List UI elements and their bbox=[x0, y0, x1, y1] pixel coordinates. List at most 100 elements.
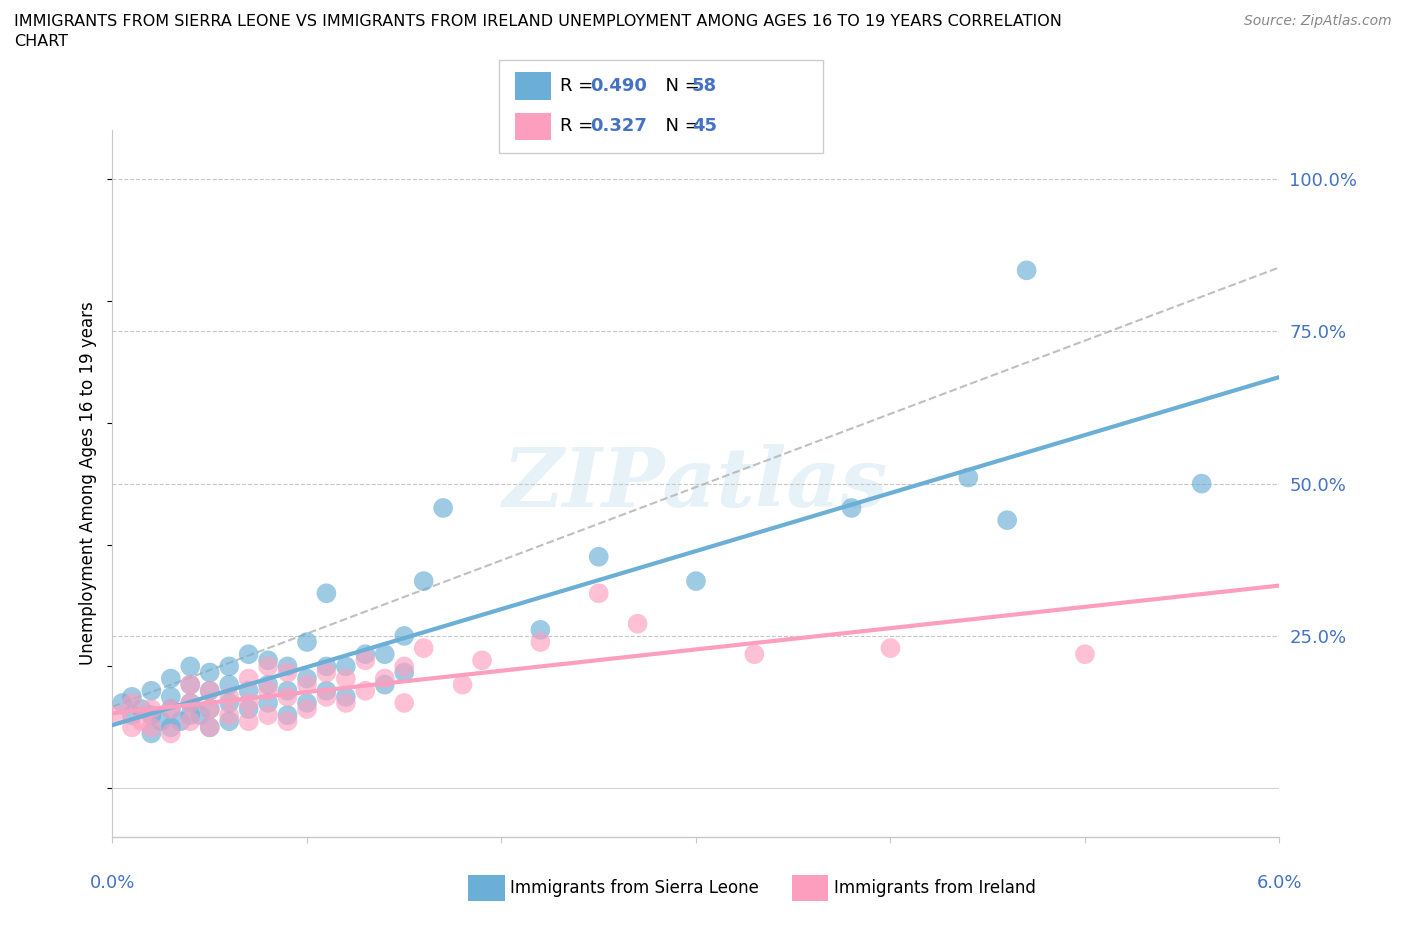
Point bbox=[218, 696, 240, 711]
Point bbox=[354, 646, 377, 661]
Point bbox=[121, 720, 143, 735]
Point bbox=[198, 701, 221, 716]
Point bbox=[218, 659, 240, 674]
Point bbox=[295, 677, 318, 692]
Point bbox=[160, 720, 183, 735]
Point bbox=[392, 696, 416, 711]
Point bbox=[1074, 646, 1097, 661]
Point bbox=[879, 641, 901, 656]
Point bbox=[354, 684, 377, 698]
Point bbox=[238, 696, 260, 711]
Text: 0.490: 0.490 bbox=[591, 76, 647, 95]
Point bbox=[218, 677, 240, 692]
Point bbox=[121, 689, 143, 704]
Point bbox=[179, 677, 201, 692]
Point bbox=[218, 708, 240, 723]
Point bbox=[238, 684, 260, 698]
Point bbox=[257, 653, 280, 668]
Point bbox=[432, 500, 454, 515]
Point bbox=[529, 622, 551, 637]
Text: 45: 45 bbox=[692, 117, 717, 136]
Text: ZIPatlas: ZIPatlas bbox=[503, 444, 889, 524]
Point bbox=[295, 634, 318, 649]
Point bbox=[160, 701, 183, 716]
Point bbox=[257, 659, 280, 674]
Point bbox=[238, 714, 260, 729]
Point bbox=[315, 665, 337, 680]
Point bbox=[276, 689, 298, 704]
Point bbox=[198, 701, 221, 716]
Point bbox=[188, 708, 211, 723]
Point bbox=[107, 708, 129, 723]
Point bbox=[315, 659, 337, 674]
Point bbox=[588, 550, 610, 565]
Point bbox=[276, 708, 298, 723]
Text: 0.327: 0.327 bbox=[591, 117, 647, 136]
Point bbox=[374, 677, 396, 692]
Y-axis label: Unemployment Among Ages 16 to 19 years: Unemployment Among Ages 16 to 19 years bbox=[79, 301, 97, 666]
Point bbox=[627, 617, 650, 631]
Point bbox=[238, 671, 260, 686]
Text: Source: ZipAtlas.com: Source: ZipAtlas.com bbox=[1244, 14, 1392, 28]
Point bbox=[392, 665, 416, 680]
Text: Immigrants from Ireland: Immigrants from Ireland bbox=[834, 879, 1036, 897]
Text: N =: N = bbox=[654, 117, 706, 136]
Text: R =: R = bbox=[560, 117, 599, 136]
Point bbox=[335, 696, 357, 711]
Point bbox=[198, 665, 221, 680]
Point bbox=[1191, 476, 1213, 491]
Text: R =: R = bbox=[560, 76, 599, 95]
Point bbox=[1015, 263, 1038, 278]
Point bbox=[111, 696, 134, 711]
Point bbox=[179, 696, 201, 711]
Point bbox=[198, 684, 221, 698]
Point bbox=[238, 646, 260, 661]
Point bbox=[276, 665, 298, 680]
Point bbox=[471, 653, 494, 668]
Point bbox=[257, 684, 280, 698]
Point bbox=[141, 726, 163, 741]
Point bbox=[742, 646, 765, 661]
Point bbox=[335, 689, 357, 704]
Text: IMMIGRANTS FROM SIERRA LEONE VS IMMIGRANTS FROM IRELAND UNEMPLOYMENT AMONG AGES : IMMIGRANTS FROM SIERRA LEONE VS IMMIGRAN… bbox=[14, 14, 1062, 29]
Text: Immigrants from Sierra Leone: Immigrants from Sierra Leone bbox=[510, 879, 759, 897]
Point bbox=[841, 500, 863, 515]
Point bbox=[529, 634, 551, 649]
Text: CHART: CHART bbox=[14, 34, 67, 49]
Point bbox=[588, 586, 610, 601]
Point bbox=[257, 677, 280, 692]
Point bbox=[335, 671, 357, 686]
Point bbox=[179, 708, 201, 723]
Point bbox=[198, 720, 221, 735]
Point bbox=[160, 689, 183, 704]
Point bbox=[685, 574, 707, 589]
Point bbox=[412, 641, 434, 656]
Point bbox=[131, 714, 153, 729]
Point bbox=[160, 701, 183, 716]
Point bbox=[276, 659, 298, 674]
Point bbox=[374, 671, 396, 686]
Text: N =: N = bbox=[654, 76, 706, 95]
Point bbox=[315, 684, 337, 698]
Text: 6.0%: 6.0% bbox=[1257, 874, 1302, 892]
Point bbox=[451, 677, 474, 692]
Point bbox=[412, 574, 434, 589]
Text: 0.0%: 0.0% bbox=[90, 874, 135, 892]
Point bbox=[179, 659, 201, 674]
Point bbox=[141, 708, 163, 723]
Point bbox=[150, 714, 173, 729]
Point bbox=[121, 696, 143, 711]
Point bbox=[131, 701, 153, 716]
Point bbox=[392, 629, 416, 644]
Point bbox=[169, 714, 191, 729]
Point bbox=[160, 726, 183, 741]
Point bbox=[257, 696, 280, 711]
Point bbox=[295, 701, 318, 716]
Point bbox=[315, 689, 337, 704]
Point bbox=[354, 653, 377, 668]
Text: 58: 58 bbox=[692, 76, 717, 95]
Point bbox=[218, 714, 240, 729]
Point bbox=[160, 671, 183, 686]
Point bbox=[238, 701, 260, 716]
Point bbox=[374, 646, 396, 661]
